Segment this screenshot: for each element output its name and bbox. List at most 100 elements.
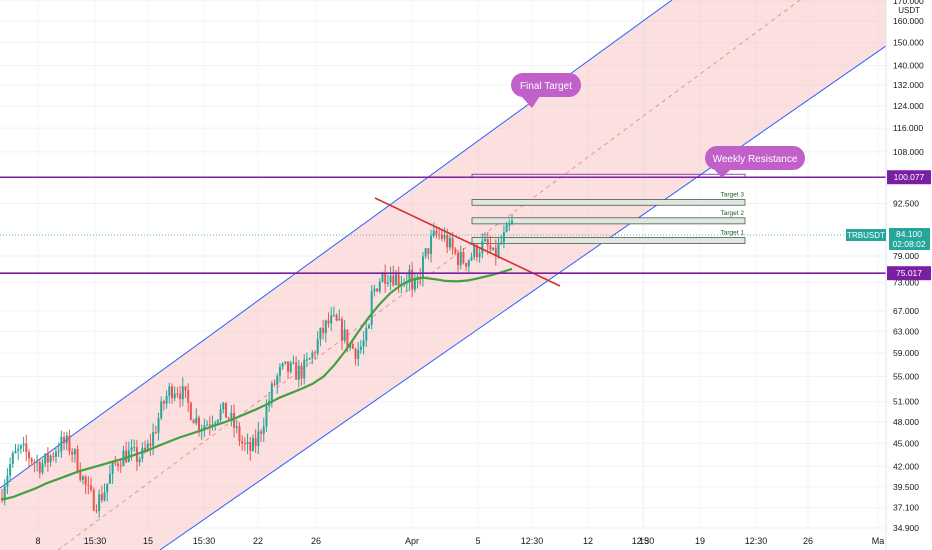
candle-body	[197, 417, 200, 430]
candle-body	[287, 361, 290, 372]
candle-body	[289, 362, 292, 372]
candle-body	[443, 235, 446, 239]
candle-body	[357, 349, 360, 359]
candle-body	[138, 458, 141, 462]
candle-body	[214, 422, 217, 425]
price-badges: 84.100 02:08:02 TRBUSDT 100.077 75.017	[846, 170, 931, 281]
candle-body	[354, 348, 357, 359]
candle-body	[459, 252, 462, 266]
candle-body	[14, 450, 17, 454]
candle-body	[154, 432, 157, 434]
candle-body	[168, 386, 171, 396]
candle-body	[54, 452, 57, 457]
x-tick-label: 26	[311, 536, 321, 546]
candle-body	[249, 441, 252, 451]
y-tick-label: 73.000	[893, 277, 919, 287]
x-tick-label: Apr	[405, 536, 419, 546]
y-tick-label: 79.000	[893, 251, 919, 261]
candle-body	[351, 344, 354, 349]
candle-body	[413, 279, 416, 290]
y-tick-label: 170.000	[893, 0, 924, 6]
final-target-label: Final Target	[520, 81, 572, 92]
candle-body	[308, 358, 311, 360]
y-tick-label: 51.000	[893, 397, 919, 407]
candle-body	[114, 462, 117, 464]
candle-body	[262, 426, 265, 434]
x-tick-label: 12:30	[745, 536, 768, 546]
channel-midline	[57, 0, 801, 550]
candle-body	[349, 344, 352, 348]
candle-body	[394, 274, 397, 286]
candle-body	[494, 247, 497, 257]
candle-body	[157, 418, 160, 433]
horizontal-levels	[0, 176, 886, 275]
target-zone	[471, 217, 746, 225]
candle-body	[25, 443, 28, 453]
candle-body	[52, 455, 55, 457]
y-tick-label: 42.000	[893, 461, 919, 471]
level-badge-label: 75.017	[896, 268, 922, 278]
candle-body	[273, 383, 276, 385]
candle-body	[500, 242, 503, 244]
candle-body	[492, 247, 495, 250]
candle-body	[432, 230, 435, 236]
candle-body	[203, 425, 206, 430]
y-tick-label: 67.000	[893, 306, 919, 316]
candle-body	[389, 275, 392, 283]
level-badge-label: 100.077	[894, 172, 925, 182]
candle-body	[100, 494, 103, 501]
y-tick-label: 150.000	[893, 37, 924, 47]
candle-body	[427, 248, 430, 254]
candle-body	[98, 494, 101, 511]
candle-body	[338, 318, 341, 321]
y-tick-label: 48.000	[893, 417, 919, 427]
candle-body	[408, 269, 411, 283]
candle-body	[87, 484, 90, 486]
candle-body	[330, 315, 333, 324]
target-zone	[471, 237, 746, 244]
candle-body	[95, 510, 98, 512]
candle-body	[319, 327, 322, 340]
target-label: Target 1	[721, 230, 745, 237]
candle-body	[260, 431, 263, 434]
candle-body	[316, 339, 319, 354]
candle-body	[362, 340, 365, 347]
candle-countdown-label: 02:08:02	[892, 239, 925, 249]
candle-body	[335, 314, 338, 321]
candle-body	[235, 426, 238, 428]
candle-body	[189, 402, 192, 420]
candle-body	[57, 451, 60, 453]
candle-body	[111, 462, 114, 475]
candle-body	[38, 461, 41, 473]
x-tick-label: 12:30	[521, 536, 544, 546]
candle-body	[73, 449, 76, 455]
candle-body	[184, 386, 187, 391]
candle-body	[241, 441, 244, 444]
y-tick-label: 108.000	[893, 147, 924, 157]
x-tick-label: 12:30	[632, 536, 655, 546]
candle-body	[179, 393, 182, 400]
candle-body	[284, 361, 287, 364]
candle-body	[238, 426, 241, 442]
candle-body	[475, 245, 478, 258]
candle-body	[327, 320, 330, 324]
candle-body	[270, 383, 273, 401]
y-tick-label: 39.500	[893, 482, 919, 492]
candle-body	[322, 327, 325, 333]
candle-body	[84, 476, 87, 485]
level-badge	[887, 170, 931, 185]
candle-body	[216, 419, 219, 423]
candle-body	[454, 248, 457, 254]
candle-body	[206, 424, 209, 426]
target-label: Target 2	[721, 210, 745, 217]
candle-body	[295, 362, 298, 380]
candle-body	[162, 401, 165, 404]
candle-body	[11, 453, 14, 465]
candle-body	[373, 288, 376, 292]
candle-body	[359, 346, 362, 350]
candle-body	[68, 435, 71, 452]
candle-body	[370, 291, 373, 326]
